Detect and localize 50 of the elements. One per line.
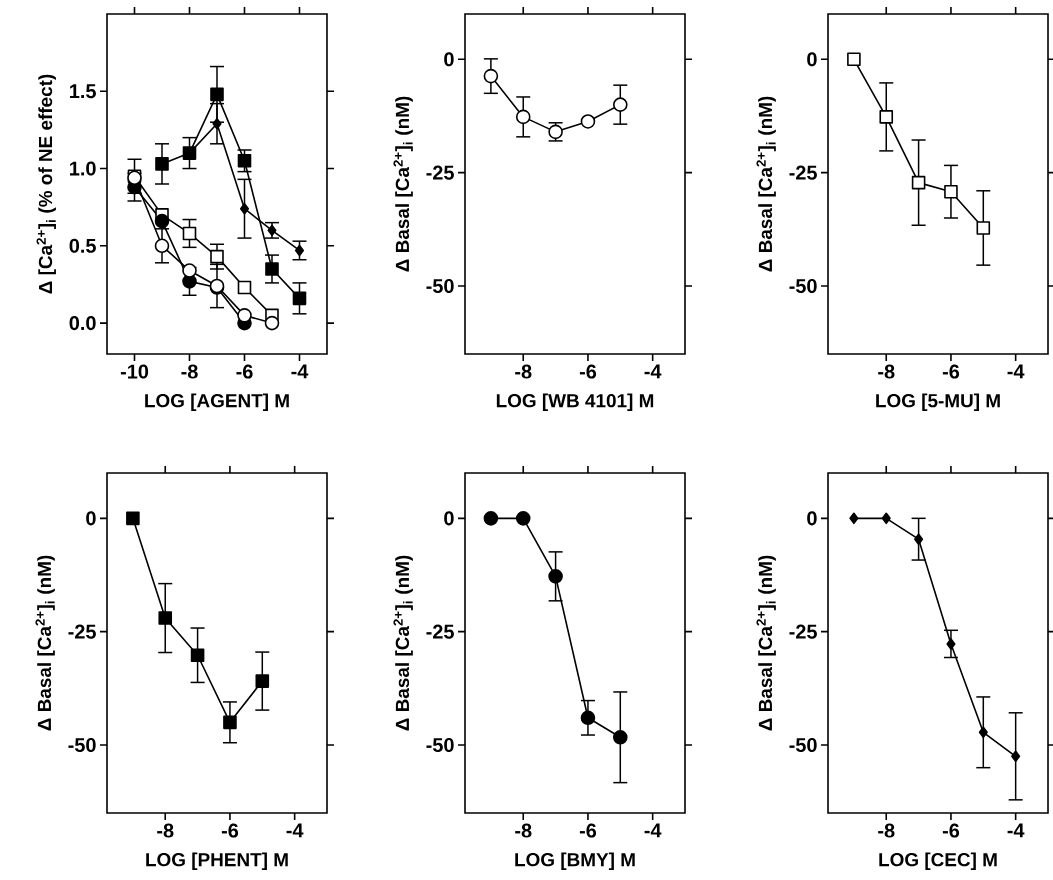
- x-tick-label: -8: [157, 823, 174, 838]
- y-tick-label: 0: [86, 511, 96, 526]
- y-tick-label: 0: [444, 511, 454, 526]
- x-tick-label: -6: [942, 823, 960, 838]
- y-tick-label: 0.5: [69, 238, 96, 253]
- y-tick-label: -25: [68, 624, 96, 639]
- x-tick-label: -8: [878, 823, 895, 838]
- x-axis-title: LOG [CEC] M: [879, 852, 997, 871]
- x-tick-label: -8: [878, 364, 895, 379]
- x-tick-label: -6: [579, 823, 597, 838]
- y-tick-label: -50: [789, 737, 817, 753]
- y-tick-label: -25: [789, 624, 817, 639]
- x-tick-label: -6: [942, 364, 960, 379]
- x-tick-label: -6: [221, 823, 239, 838]
- x-tick-label: -4: [1007, 364, 1025, 379]
- x-tick-label: -6: [236, 364, 253, 379]
- y-tick-label: -25: [426, 165, 454, 180]
- y-tick-label: -50: [789, 278, 817, 294]
- x-tick-label: -4: [1007, 823, 1025, 838]
- x-axis-title: LOG [BMY] M: [515, 852, 635, 871]
- x-axis-title: LOG [5-MU] M: [876, 393, 1000, 412]
- y-tick-label: 1.0: [70, 161, 96, 176]
- x-tick-label: -10: [120, 364, 149, 379]
- x-axis-title: LOG [PHENT] M: [146, 852, 288, 871]
- y-tick-label: -25: [789, 165, 817, 180]
- x-tick-label: -8: [515, 364, 532, 379]
- y-axis-title: Δ Basal [Ca$^{2+}$]$_{i}$ (nM): [35, 555, 55, 731]
- y-tick-label: -25: [426, 624, 454, 639]
- x-tick-label: -8: [515, 823, 532, 838]
- y-tick-label: 1.5: [70, 84, 96, 99]
- x-tick-label: -4: [291, 364, 309, 379]
- y-tick-label: -50: [426, 737, 454, 753]
- y-tick-label: 0: [807, 52, 817, 67]
- y-axis-title: Δ Basal [Ca$^{2+}$]$_{i}$ (nM): [393, 96, 413, 272]
- y-tick-label: -50: [426, 278, 454, 294]
- x-tick-label: -4: [644, 823, 662, 838]
- y-tick-label: 0.0: [69, 316, 96, 331]
- y-tick-label: 0: [807, 511, 817, 526]
- y-tick-label: -50: [68, 737, 96, 753]
- x-tick-label: -6: [579, 364, 597, 379]
- y-tick-label: 0: [444, 52, 454, 67]
- y-axis-title: Δ Basal [Ca$^{2+}$]$_{i}$ (nM): [756, 96, 776, 272]
- x-tick-label: -4: [644, 364, 662, 379]
- y-axis-title: Δ Basal [Ca$^{2+}$]$_{i}$ (nM): [393, 555, 413, 731]
- x-axis-title: LOG [AGENT] M: [145, 393, 289, 412]
- x-tick-label: -4: [286, 823, 304, 838]
- x-tick-label: -8: [181, 364, 198, 379]
- y-axis-title: Δ [Ca$^{2+}$]$_{i}$ (% of NE effect): [36, 74, 56, 294]
- x-axis-title: LOG [WB 4101] M: [496, 393, 654, 412]
- y-axis-title: Δ Basal [Ca$^{2+}$]$_{i}$ (nM): [756, 555, 776, 731]
